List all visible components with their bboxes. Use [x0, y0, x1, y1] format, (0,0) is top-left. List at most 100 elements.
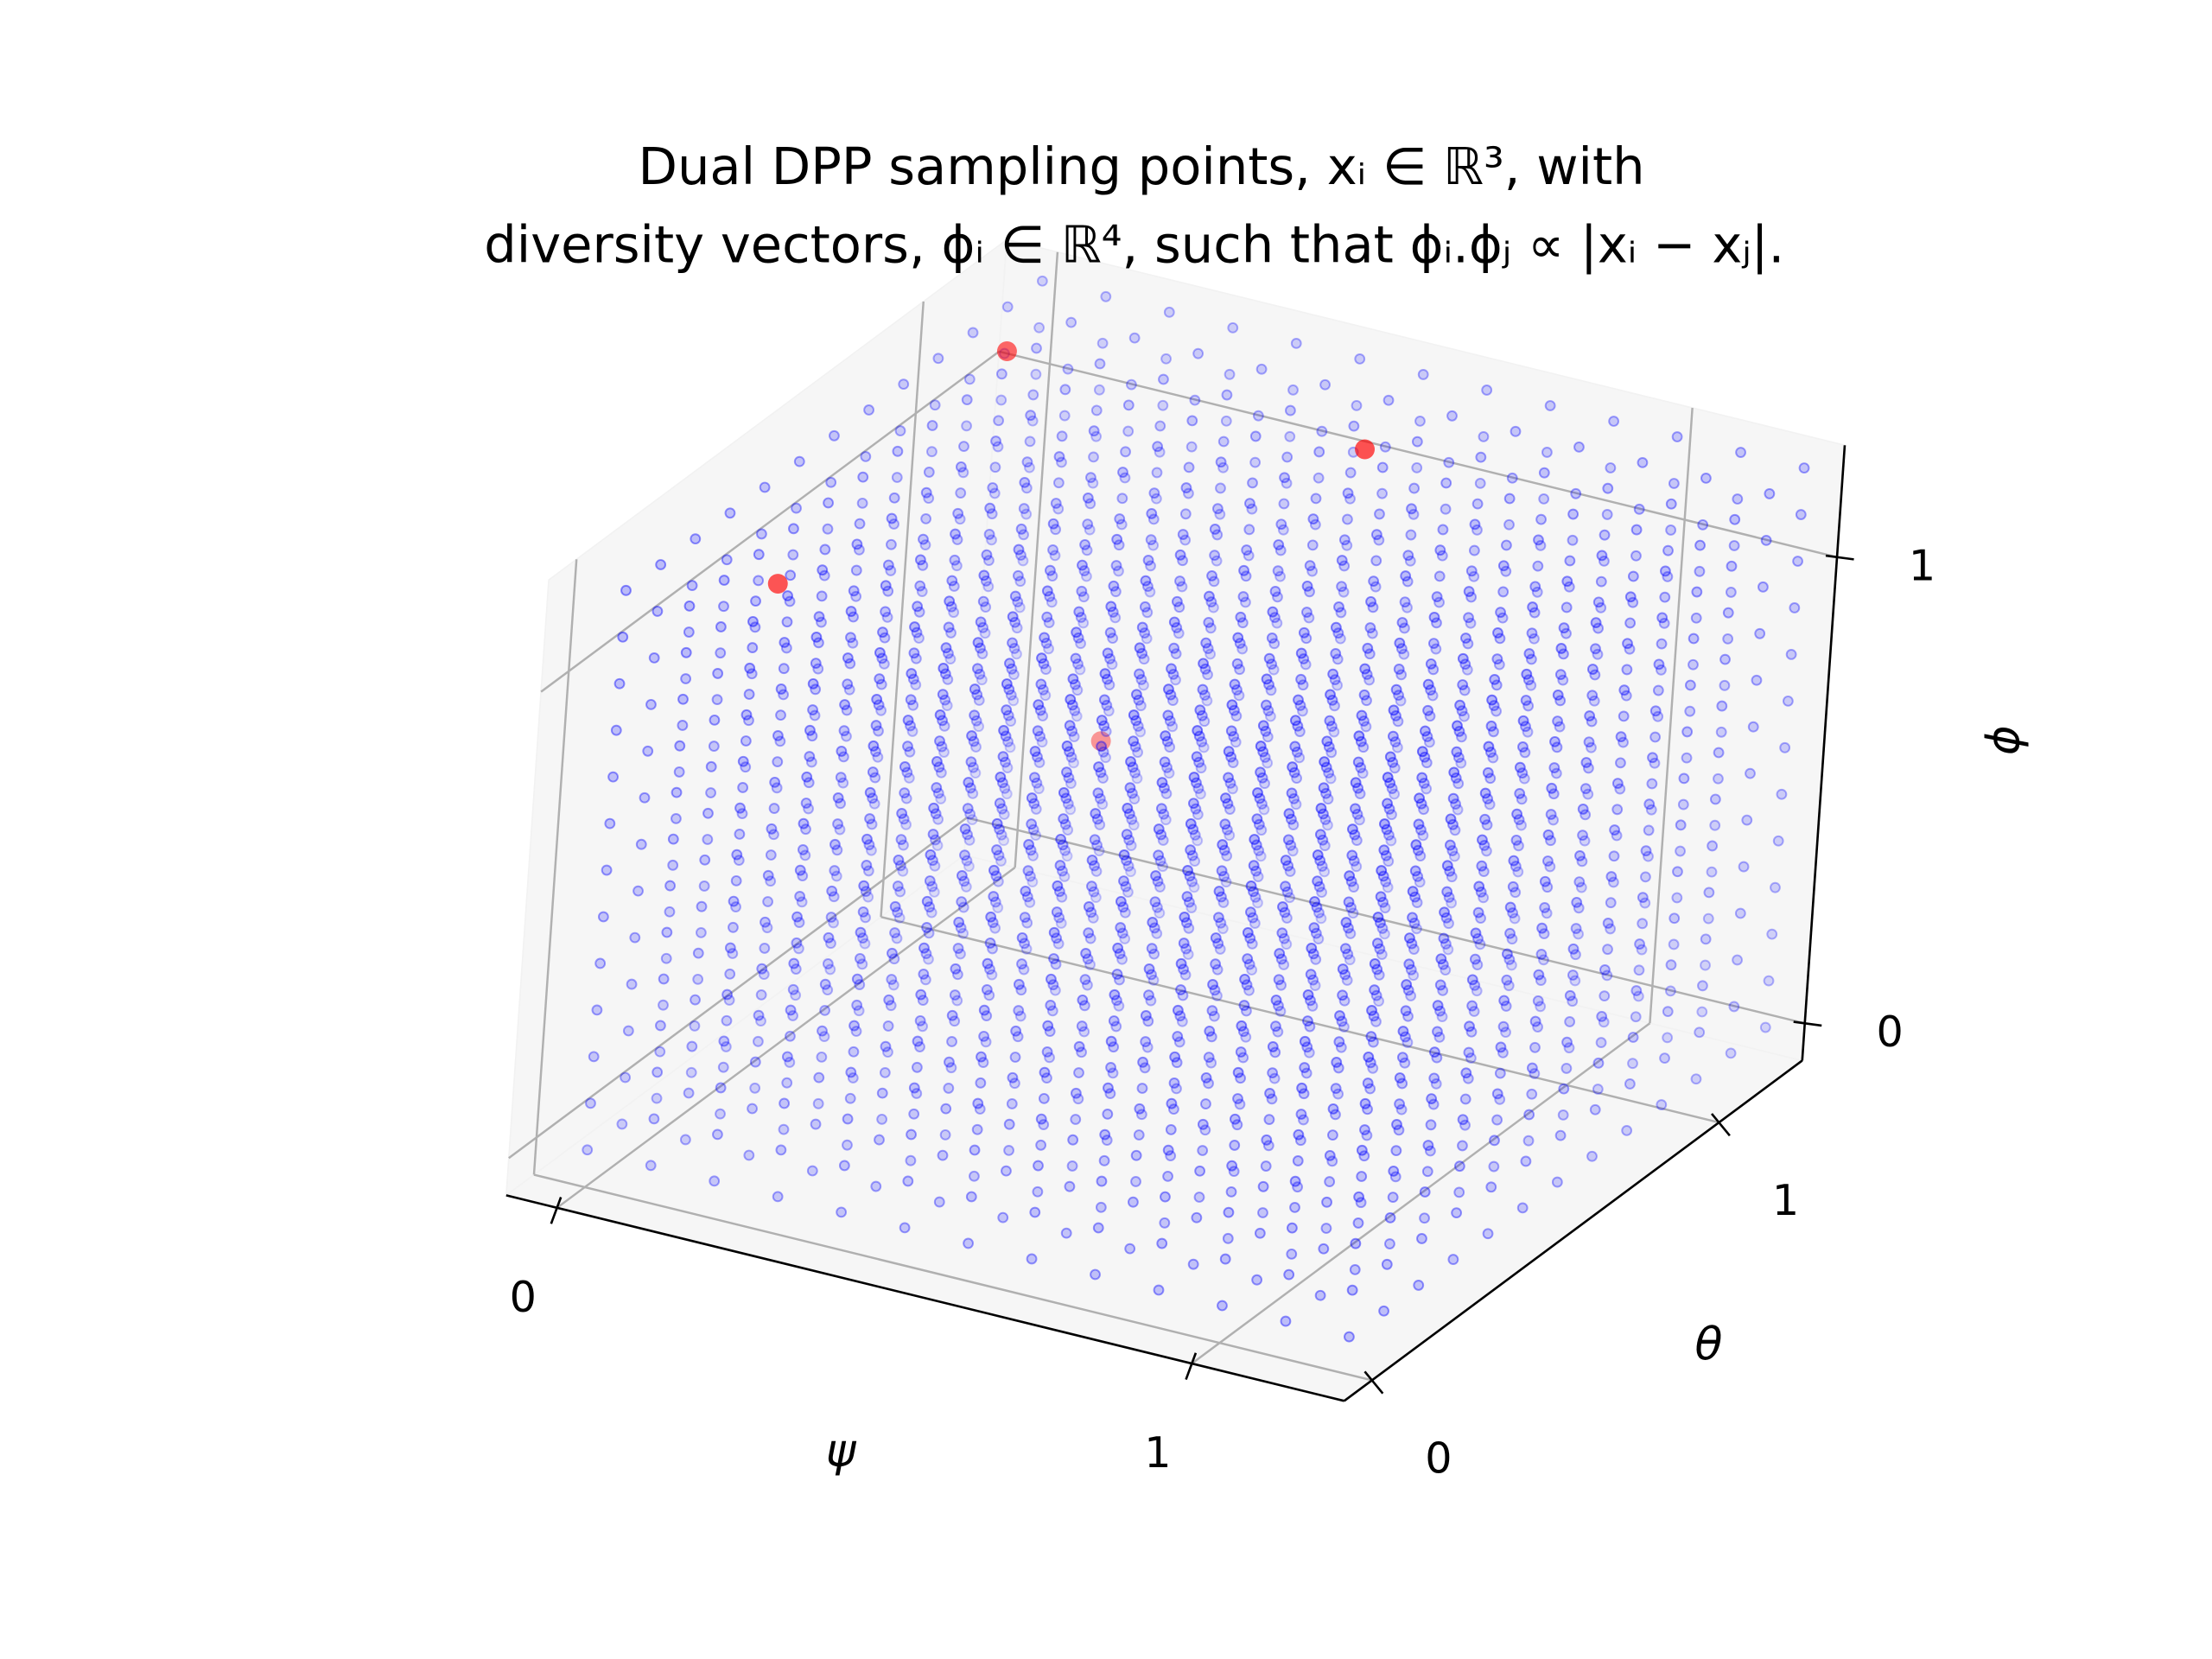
grid-point	[1434, 544, 1446, 556]
grid-point	[1298, 1088, 1310, 1100]
grid-point	[1325, 689, 1336, 701]
grid-point	[1131, 772, 1143, 785]
grid-point	[816, 616, 827, 628]
grid-point	[1529, 1068, 1541, 1079]
grid-point	[1183, 487, 1194, 499]
grid-point	[940, 1103, 952, 1115]
grid-point	[1141, 632, 1153, 645]
grid-point	[1351, 399, 1363, 411]
grid-point	[1189, 855, 1201, 867]
grid-point	[1170, 648, 1182, 660]
grid-point	[1454, 699, 1465, 711]
highlight-point	[1090, 731, 1111, 752]
grid-point	[787, 1010, 798, 1021]
grid-point	[1274, 570, 1286, 582]
grid-point	[1198, 658, 1209, 670]
grid-point	[914, 1041, 925, 1052]
grid-point	[1399, 1057, 1411, 1069]
grid-point	[945, 601, 957, 613]
grid-point	[1294, 752, 1306, 764]
grid-point	[1217, 461, 1229, 474]
grid-point	[899, 761, 911, 772]
grid-point	[1147, 917, 1159, 928]
grid-point	[1671, 892, 1683, 904]
grid-point	[1279, 906, 1291, 918]
grid-point	[1077, 559, 1088, 571]
grid-point	[1338, 1021, 1350, 1033]
grid-point	[1090, 866, 1103, 877]
grid-point	[1350, 803, 1361, 815]
grid-point	[1560, 1063, 1573, 1074]
grid-point	[1105, 1062, 1116, 1073]
grid-point	[1592, 622, 1604, 634]
grid-point	[825, 938, 836, 950]
grid-point	[1681, 752, 1693, 764]
grid-point	[1508, 855, 1520, 867]
grid-point	[1081, 544, 1093, 556]
grid-point	[1195, 762, 1207, 774]
grid-point	[1065, 316, 1077, 328]
grid-point	[906, 1128, 917, 1141]
x-tick-label: 1	[1144, 1427, 1171, 1478]
grid-point	[1211, 989, 1223, 1001]
grid-point	[894, 860, 906, 872]
grid-point	[1388, 704, 1400, 716]
grid-point	[853, 543, 865, 556]
grid-point	[1460, 1067, 1472, 1079]
grid-point	[1097, 746, 1109, 758]
grid-point	[779, 637, 791, 648]
grid-point	[858, 880, 870, 892]
grid-point	[690, 994, 701, 1006]
grid-point	[1459, 1093, 1471, 1105]
grid-point	[1627, 570, 1639, 582]
grid-point	[1122, 399, 1135, 411]
grid-point	[1132, 747, 1144, 759]
grid-point	[1091, 813, 1103, 825]
grid-point	[851, 973, 863, 985]
grid-point	[1267, 606, 1279, 618]
grid-point	[1243, 550, 1255, 562]
grid-point	[724, 507, 736, 519]
grid-point	[1194, 1165, 1206, 1177]
grid-point	[1286, 1248, 1298, 1260]
grid-point	[907, 699, 919, 711]
grid-point	[1116, 927, 1128, 939]
grid-point	[1533, 969, 1545, 981]
grid-point	[1314, 855, 1326, 867]
grid-point	[1234, 664, 1246, 676]
grid-point	[961, 394, 973, 406]
grid-point	[1557, 674, 1569, 686]
grid-point	[949, 989, 961, 1001]
grid-point	[1725, 587, 1737, 598]
grid-point	[1133, 1129, 1145, 1141]
grid-point	[1322, 793, 1334, 805]
grid-point	[1051, 906, 1063, 918]
grid-point	[1248, 886, 1259, 898]
grid-point	[1311, 901, 1323, 913]
grid-point	[1199, 1124, 1211, 1136]
grid-point	[718, 575, 730, 586]
grid-point	[1375, 917, 1386, 929]
grid-point	[1228, 1166, 1240, 1178]
grid-point	[1221, 850, 1233, 861]
grid-point	[1128, 735, 1140, 747]
grid-point	[1456, 731, 1467, 743]
grid-point	[1274, 1005, 1287, 1017]
grid-point	[970, 715, 982, 727]
grid-point	[971, 663, 983, 675]
grid-point	[778, 689, 790, 701]
grid-point	[1506, 472, 1518, 484]
grid-point	[800, 798, 812, 809]
grid-point	[1690, 1073, 1702, 1085]
grid-point	[1430, 643, 1442, 655]
grid-point	[983, 529, 995, 540]
grid-point	[1025, 870, 1036, 882]
grid-point	[1185, 441, 1198, 453]
grid-point	[1431, 617, 1442, 629]
grid-point	[1605, 871, 1618, 882]
grid-point	[981, 549, 993, 561]
grid-point	[832, 818, 843, 830]
grid-point	[1198, 741, 1210, 753]
grid-point	[1554, 721, 1566, 733]
grid-point	[1205, 622, 1217, 634]
